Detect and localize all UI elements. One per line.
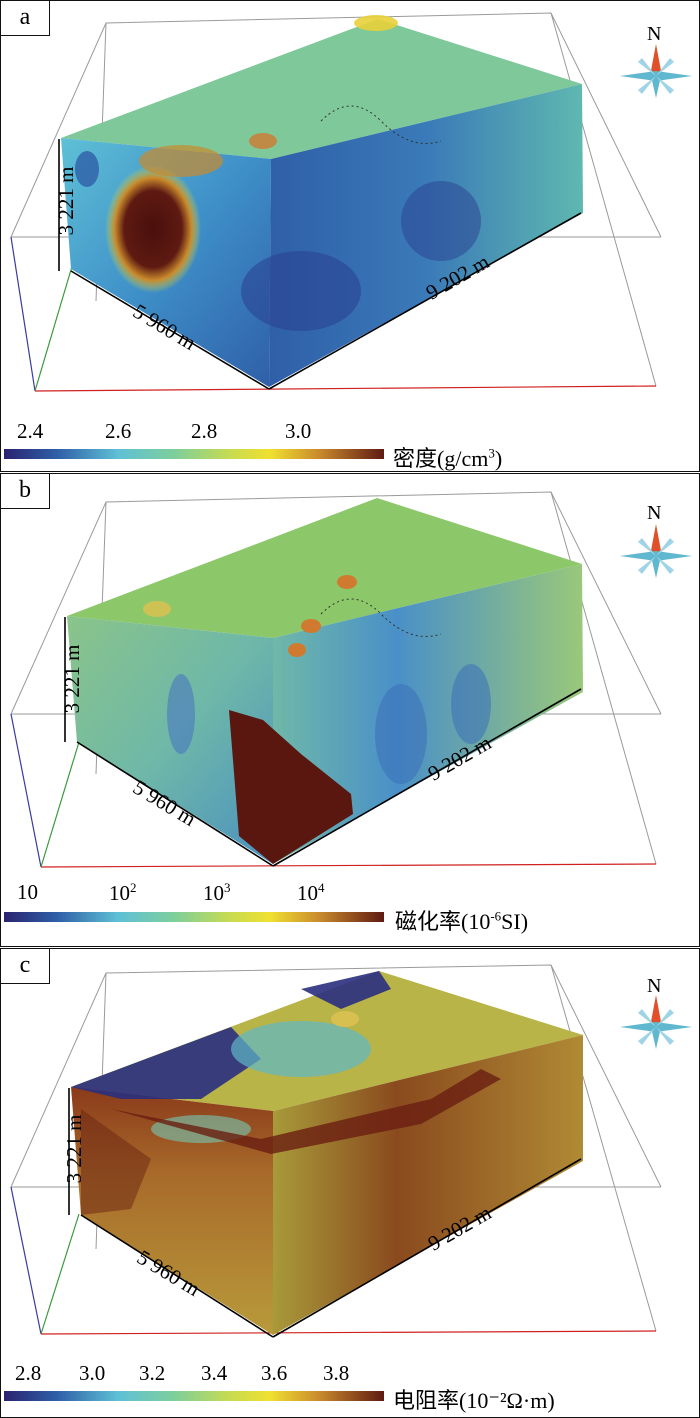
width-arrow (70, 270, 270, 390)
z-axis-line (10, 713, 42, 868)
y-axis-line (40, 1213, 80, 1335)
top-face (67, 498, 582, 638)
panel-a: 3 221 m 5 960 m 9 202 m a N 2.4 2.6 2.8 … (0, 0, 700, 472)
width-arrow (80, 1214, 274, 1338)
z-axis-line (10, 236, 36, 392)
z-axis-line (10, 1186, 42, 1335)
length-arrow (272, 688, 582, 867)
density-low-spot (75, 151, 99, 187)
colorbar-tick: 3.0 (285, 419, 312, 443)
depth-label: 3 221 m (60, 645, 84, 714)
density-corner-spot (354, 15, 398, 31)
resistivity-low-zone (301, 971, 391, 1009)
susceptibility-low-zone (167, 674, 195, 754)
colorbar-tick: 104 (297, 880, 325, 905)
front-face (67, 616, 273, 864)
resistivity-mid-zone (231, 1021, 371, 1077)
x-axis-line (40, 1330, 657, 1335)
colorbar-title: 磁化率(10-6SI) (395, 908, 529, 934)
resistivity-high-band (111, 1069, 501, 1154)
width-arrow (76, 741, 274, 867)
top-face (61, 19, 582, 159)
colorbar-tick: 102 (109, 880, 137, 905)
resistivity-low-zone (71, 1027, 261, 1099)
panel-label: c (1, 949, 50, 984)
colorbar-title: 电阻率(10⁻²Ω·m) (393, 1388, 555, 1413)
resistivity-spot (331, 1011, 359, 1027)
depth-label: 3 221 m (54, 167, 78, 236)
side-face (273, 1035, 583, 1335)
contour-trace (320, 598, 442, 637)
colorbar-tick: 2.8 (15, 1361, 42, 1385)
north-arrow-icon (620, 995, 692, 1049)
north-label: N (647, 975, 662, 997)
y-axis-line (34, 262, 74, 392)
length-arrow (272, 1158, 582, 1338)
x-axis-line (40, 863, 657, 868)
colorbar-tick: 3.4 (201, 1361, 228, 1385)
susceptibility-spot (143, 601, 171, 617)
colorbar-tick: 2.6 (105, 419, 132, 443)
colorbar-tick: 3.8 (323, 1361, 350, 1385)
north-label: N (647, 502, 662, 524)
susceptibility-low-zone (451, 664, 491, 744)
north-arrow-icon (620, 524, 692, 578)
susceptibility-high-anomaly (229, 710, 353, 864)
north-arrow-icon (620, 44, 692, 98)
panel-b: 3 221 m 5 960 m 9 202 m b N 10 102 103 1… (0, 473, 700, 947)
panel-c-graphic: 3 221 m 5 960 m 9 202 m (4, 964, 692, 1401)
resistivity-high-zone (81, 1109, 151, 1215)
density-spot (249, 133, 277, 149)
density-high-anomaly (105, 165, 201, 293)
colorbar (4, 449, 384, 459)
depth-label: 3 221 m (62, 1115, 86, 1184)
panel-c: 3 221 m 5 960 m 9 202 m c N 2.8 3.0 3.2 … (0, 948, 700, 1418)
susceptibility-spot (301, 619, 321, 633)
colorbar-tick: 3.2 (139, 1361, 166, 1385)
y-axis-line (40, 741, 80, 868)
contour-trace (320, 105, 442, 144)
colorbar (4, 912, 384, 922)
density-top-anomaly (139, 145, 223, 177)
colorbar-tick: 3.0 (79, 1361, 106, 1385)
x-axis-line (34, 385, 657, 392)
panel-label: a (1, 1, 50, 36)
colorbar-tick: 2.8 (191, 419, 218, 443)
panel-b-graphic: 3 221 m 5 960 m 9 202 m (4, 491, 692, 922)
panel-label: b (1, 474, 50, 509)
susceptibility-low-zone (375, 684, 427, 784)
colorbar-title: 密度(g/cm3) (393, 445, 503, 471)
colorbar (4, 1391, 384, 1401)
susceptibility-spot (337, 575, 357, 589)
colorbar-tick: 10 (17, 880, 38, 904)
side-face (273, 564, 583, 864)
density-low-zone-side (401, 181, 481, 261)
north-label: N (647, 23, 662, 45)
length-arrow (268, 212, 582, 390)
susceptibility-spot (288, 643, 306, 657)
colorbar-tick: 103 (203, 880, 231, 905)
panel-a-graphic: 3 221 m 5 960 m 9 202 m (4, 12, 692, 459)
density-low-zone (241, 251, 361, 331)
colorbar-tick: 2.4 (17, 419, 44, 443)
colorbar-tick: 3.6 (261, 1361, 288, 1385)
